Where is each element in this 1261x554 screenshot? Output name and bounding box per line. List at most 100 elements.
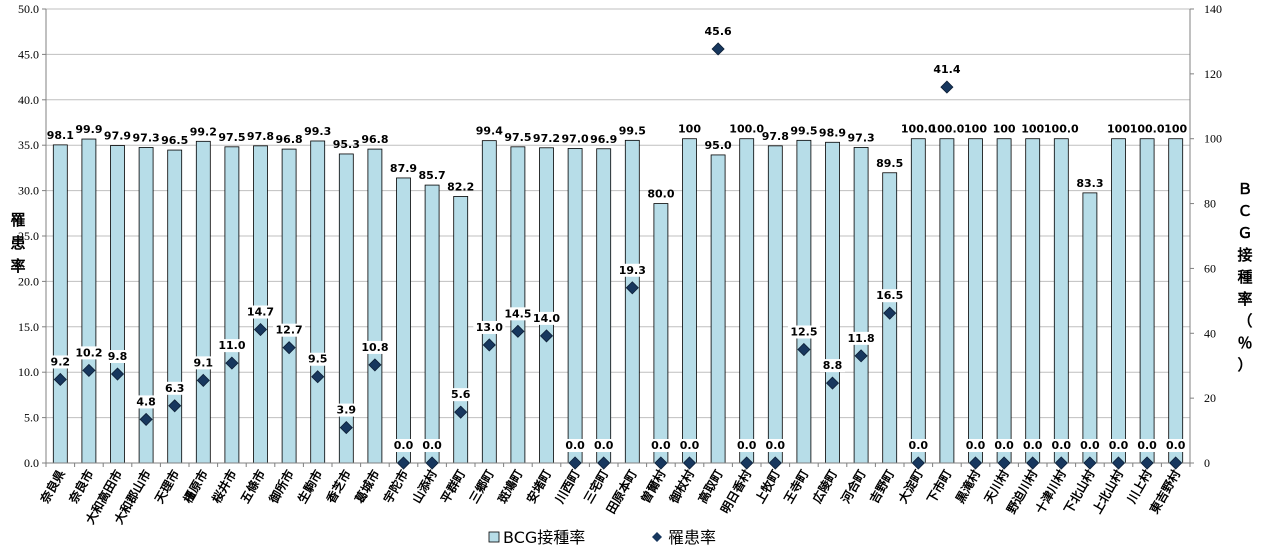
point-label-bg [1163,439,1189,452]
right-tick-label: 100 [1204,132,1222,146]
incidence-point [339,421,353,435]
point-label-bg [963,439,988,452]
point-data-label: 0.0 [1137,439,1157,452]
bcg-bar [253,145,268,464]
incidence-point [425,456,439,470]
incidence-point [511,324,525,338]
point-label-bg [72,346,105,360]
point-data-label: 0.0 [966,439,986,452]
bcg-bar [481,140,497,464]
incidence-point [740,456,754,470]
bcg-bar [939,138,955,464]
incidence-points [53,42,1183,470]
bcg-bar [825,141,840,464]
right-axis-title-char: （ [1237,312,1252,330]
point-data-label: 0.0 [394,439,414,452]
left-tick-label: 10.0 [18,365,39,379]
bar-data-label: 97.0 [562,132,589,145]
point-data-label: 0.0 [1166,439,1186,452]
category-label: 御所市 [265,467,296,507]
bcg-bar [682,138,697,464]
incidence-point [396,456,411,470]
bar-data-label: 99.5 [790,124,817,137]
point-label-bg [787,325,820,339]
bar-data-labels: 98.1 99.9 97.9 97.3 96.599.2 97.5 97.8 96.899.3… [47,123,1188,201]
point-data-label: 14.5 [504,307,531,320]
point-label-bg [273,323,306,337]
incidence-point [597,456,611,470]
bar-data-label: 99.3 [304,125,331,138]
right-tick-label: 20 [1204,391,1216,405]
point-label-bg [677,439,702,452]
point-data-label: 4.8 [136,395,156,408]
bcg-bar [767,145,783,464]
category-label: 吉野町 [866,467,897,506]
category-label: 五條市 [237,467,268,506]
right-axis-title-char: Ｃ [1237,202,1252,220]
legend-swatch-bcg [488,531,500,543]
category-label: 安堵町 [523,467,554,506]
incidence-point [883,306,897,320]
point-label-bg [305,352,331,366]
point-data-label: 3.9 [337,404,357,417]
incidence-point [53,372,67,387]
category-label: 宇陀市 [380,467,411,506]
category-label: 上牧町 [752,467,783,506]
bcg-bar [910,138,926,464]
bcg-bar [1082,192,1098,464]
point-data-label: 45.6 [705,25,732,38]
incidence-point [854,349,868,363]
incidence-point [940,80,954,94]
right-tick-label: 120 [1204,67,1222,81]
bar-data-label: 99.2 [190,125,217,138]
point-label-bg [905,439,931,452]
point-data-label: 0.0 [737,439,757,452]
bcg-bar [796,139,812,464]
bcg-bar [1025,138,1041,464]
bcg-bar [424,184,440,464]
point-label-bg [530,311,563,325]
category-label: 平群町 [437,467,468,506]
category-labels: 奈良県奈良市大和高田市大和郡山市天理市橿原市桜井市五條市御所市生駒市香芝市葛城市… [36,467,1183,526]
point-label-bg [47,355,73,369]
category-label: 広陵町 [809,467,840,506]
bcg-bar [52,144,68,464]
category-label: 高取町 [695,467,726,506]
bcg-bar [81,138,97,464]
point-label-bg [244,305,277,319]
point-data-label: 8.8 [823,359,843,372]
category-label: 桜井市 [208,467,239,506]
bar-data-label: 100 [964,123,987,136]
incidence-point [968,456,983,470]
incidence-point [711,42,725,56]
point-label-bg [105,350,130,364]
point-data-label: 0.0 [1023,439,1043,452]
left-tick-label: 25.0 [18,229,39,243]
point-data-label: 0.0 [565,439,585,452]
left-tick-label: 20.0 [18,274,39,288]
point-data-label: 11.8 [848,332,875,345]
point-label-bg [702,24,735,38]
bcg-bar [624,139,640,464]
category-label: 奈良市 [65,467,96,507]
category-label: 三宅町 [580,467,611,506]
right-tick-label: 0 [1204,456,1210,470]
point-label-bg [820,359,845,373]
incidence-point [911,456,925,470]
bar-data-label: 95.0 [705,139,732,152]
point-data-label: 6.3 [165,382,185,395]
point-data-label: 12.5 [790,326,817,339]
right-tick-label: 140 [1204,2,1222,16]
point-label-bg [1048,439,1074,452]
point-label-bg [333,403,359,417]
point-label-bg [991,439,1017,452]
bcg-bar [853,147,869,464]
point-label-bg [358,340,391,354]
point-label-bg [501,307,534,321]
category-label: 川西町 [552,468,583,507]
point-label-bg [1106,439,1131,452]
category-label: 生駒市 [294,467,325,506]
category-label: 橿原市 [180,467,211,506]
bcg-bar [338,153,354,464]
point-label-bg [215,339,248,353]
